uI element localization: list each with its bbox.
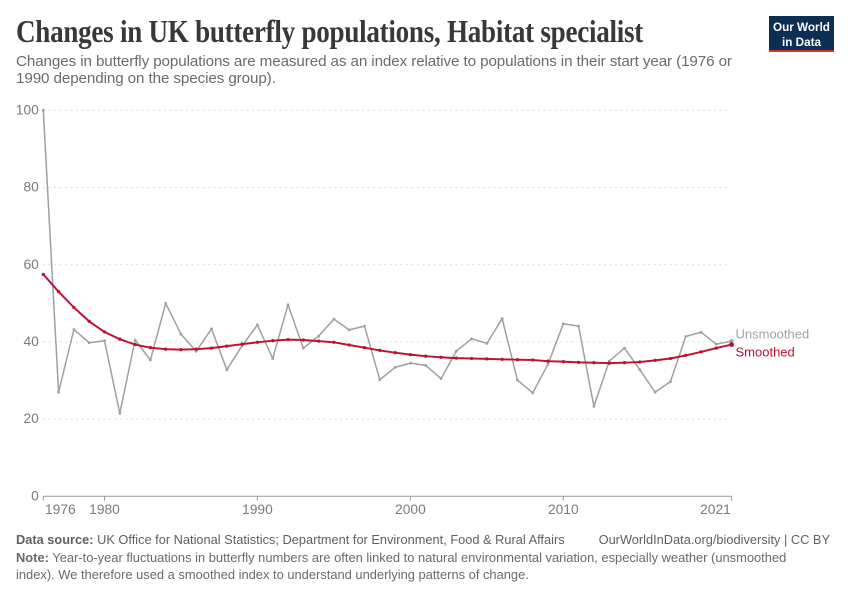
svg-text:1976: 1976: [45, 502, 76, 517]
svg-text:Unsmoothed: Unsmoothed: [736, 327, 810, 342]
svg-text:1990: 1990: [242, 502, 273, 517]
svg-text:2010: 2010: [548, 502, 579, 517]
svg-text:20: 20: [23, 411, 39, 426]
svg-text:Smoothed: Smoothed: [736, 345, 795, 360]
svg-text:60: 60: [23, 257, 39, 272]
svg-text:0: 0: [31, 488, 39, 503]
svg-text:2000: 2000: [395, 502, 426, 517]
svg-text:100: 100: [16, 102, 39, 117]
svg-text:80: 80: [23, 180, 39, 195]
svg-text:40: 40: [23, 334, 39, 349]
svg-text:1980: 1980: [89, 502, 120, 517]
svg-text:2021: 2021: [700, 502, 731, 517]
